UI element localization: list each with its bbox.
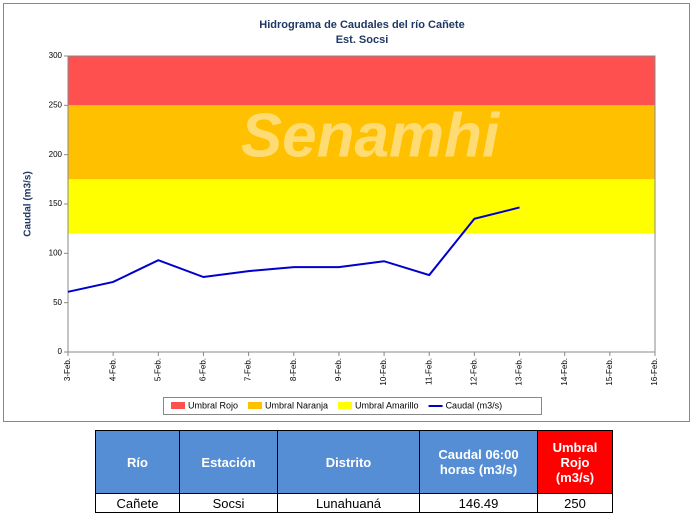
watermark: Senamhi (241, 101, 501, 170)
threshold-band (68, 105, 655, 180)
x-tick-label: 4-Feb. (108, 358, 117, 381)
x-tick-label: 6-Feb. (199, 358, 208, 381)
legend-label: Caudal (m3/s) (446, 400, 503, 410)
cell: Socsi (179, 493, 278, 513)
x-tick-label: 14-Feb. (560, 358, 569, 386)
legend-swatch (338, 402, 353, 409)
header-cell: Caudal 06:00 horas (m3/s) (419, 430, 538, 494)
x-tick-label: 3-Feb. (63, 358, 72, 381)
table: Río Estación Distrito Caudal 06:00 horas… (95, 430, 613, 513)
header-cell: Estación (179, 430, 278, 494)
y-axis-label: Caudal (m3/s) (23, 171, 34, 237)
header-cell: Umbral Rojo (m3/s) (537, 430, 613, 494)
chart-title: Hidrograma de Caudales del río Cañete (259, 19, 464, 31)
y-tick-label: 200 (49, 150, 63, 159)
threshold-band (68, 179, 655, 234)
x-tick-label: 10-Feb. (379, 358, 388, 386)
legend-label: Umbral Rojo (188, 400, 238, 410)
header-cell: Distrito (277, 430, 420, 494)
legend (163, 397, 542, 415)
x-tick-label: 5-Feb. (153, 358, 162, 381)
cell: 146.49 (419, 493, 538, 513)
chart-subtitle: Est. Socsi (336, 34, 389, 46)
legend-label: Umbral Naranja (265, 400, 328, 410)
header-cell: Río (95, 430, 180, 494)
threshold-band (68, 56, 655, 106)
y-tick-label: 150 (49, 199, 63, 208)
legend-swatch (171, 402, 185, 409)
legend-swatch (248, 402, 263, 409)
y-tick-label: 100 (49, 248, 63, 257)
x-tick-label: 15-Feb. (605, 358, 614, 386)
data-line (67, 206, 520, 293)
x-tick-label: 11-Feb. (424, 358, 433, 385)
x-tick-label: 12-Feb. (469, 358, 478, 386)
x-tick-label: 8-Feb. (289, 358, 298, 381)
cell: 250 (537, 493, 613, 513)
y-tick-label: 50 (53, 298, 62, 307)
chart: Hidrograma de Caudales del río Cañete Es… (3, 3, 690, 422)
cell: Cañete (95, 493, 180, 513)
y-tick-label: 0 (58, 347, 63, 356)
table-row: Cañete Socsi Lunahuaná 146.49 250 (95, 493, 613, 513)
x-tick-label: 7-Feb. (244, 358, 253, 381)
x-tick-label: 9-Feb. (334, 358, 343, 381)
x-tick-label: 16-Feb. (650, 358, 659, 386)
y-tick-label: 250 (49, 100, 63, 109)
x-tick-label: 13-Feb. (515, 358, 524, 386)
y-tick-label: 300 (49, 51, 63, 60)
cell: Lunahuaná (277, 493, 420, 513)
legend-label: Umbral Amarillo (355, 400, 419, 410)
table-header: Río Estación Distrito Caudal 06:00 horas… (95, 430, 613, 494)
